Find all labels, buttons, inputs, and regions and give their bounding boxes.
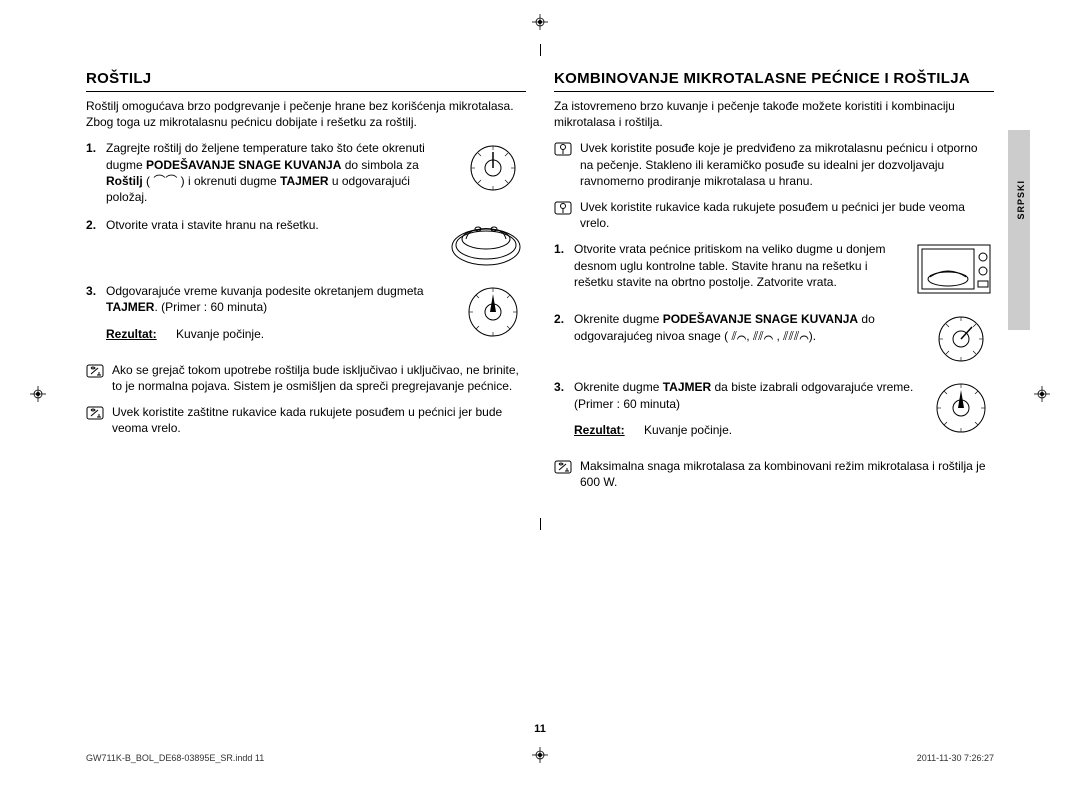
note-text: Uvek koristite zaštitne rukavice kada ru… <box>112 404 526 436</box>
step-text: Zagrejte roštilj do željene temperature … <box>106 140 450 205</box>
step-item: Otvorite vrata i stavite hranu na rešetk… <box>86 217 526 271</box>
step-item: Okrenite dugme TAJMER da biste izabrali … <box>554 379 994 438</box>
pan-illustration-icon <box>446 217 526 271</box>
result-text: Kuvanje počinje. <box>644 423 732 437</box>
footer: GW711K-B_BOL_DE68-03895E_SR.indd 11 2011… <box>86 753 994 763</box>
side-tab <box>1008 130 1030 330</box>
dial-illustration-icon <box>928 311 994 367</box>
center-divider-icon <box>540 44 541 56</box>
note-item: Uvek koristite posuđe koje je predviđeno… <box>554 140 994 189</box>
step-text: Otvorite vrata pećnice pritiskom na veli… <box>574 241 906 290</box>
steps-left: Zagrejte roštilj do željene temperature … <box>86 140 526 353</box>
oven-illustration-icon <box>916 241 994 299</box>
note-text: Maksimalna snaga mikrotalasa za kombinov… <box>580 458 994 490</box>
step-item: Odgovarajuće vreme kuvanja podesite okre… <box>86 283 526 342</box>
note-item: Ako se grejač tokom upotrebe roštilja bu… <box>86 362 526 394</box>
note-icon <box>86 364 104 378</box>
note-text: Ako se grejač tokom upotrebe roštilja bu… <box>112 362 526 394</box>
step-text: Okrenite dugme TAJMER da biste izabrali … <box>574 379 918 438</box>
intro-left: Roštilj omogućava brzo podgrevanje i peč… <box>86 98 526 130</box>
left-column: ROŠTILJ Roštilj omogućava brzo podgrevan… <box>86 70 526 717</box>
footer-left: GW711K-B_BOL_DE68-03895E_SR.indd 11 <box>86 753 264 763</box>
side-tab-label: SRPSKI <box>1016 180 1026 220</box>
dial-illustration-icon <box>460 140 526 196</box>
registration-mark-icon <box>30 386 46 402</box>
timer-illustration-icon <box>928 379 994 437</box>
right-column: KOMBINOVANJE MIKROTALASNE PEĆNICE I ROŠT… <box>554 70 994 717</box>
step-text: Odgovarajuće vreme kuvanja podesite okre… <box>106 283 450 342</box>
note-item: Uvek koristite zaštitne rukavice kada ru… <box>86 404 526 436</box>
result-text: Kuvanje počinje. <box>176 327 264 341</box>
caution-icon <box>554 142 572 156</box>
caution-icon <box>554 201 572 215</box>
steps-right: Otvorite vrata pećnice pritiskom na veli… <box>554 241 994 450</box>
note-item: Uvek koristite rukavice kada rukujete po… <box>554 199 994 231</box>
section-title-left: ROŠTILJ <box>86 70 526 92</box>
note-item: Maksimalna snaga mikrotalasa za kombinov… <box>554 458 994 490</box>
section-title-right: KOMBINOVANJE MIKROTALASNE PEĆNICE I ROŠT… <box>554 70 994 92</box>
step-item: Okrenite dugme PODEŠAVANJE SNAGE KUVANJA… <box>554 311 994 367</box>
registration-mark-icon <box>532 14 548 30</box>
timer-illustration-icon <box>460 283 526 341</box>
page-number: 11 <box>534 723 546 735</box>
step-item: Zagrejte roštilj do željene temperature … <box>86 140 526 205</box>
footer-right: 2011-11-30 7:26:27 <box>917 753 994 763</box>
result-label: Rezultat: <box>106 327 157 341</box>
step-text: Otvorite vrata i stavite hranu na rešetk… <box>106 217 436 233</box>
note-icon <box>86 406 104 420</box>
note-text: Uvek koristite posuđe koje je predviđeno… <box>580 140 994 189</box>
registration-mark-icon <box>1034 386 1050 402</box>
page-content: ROŠTILJ Roštilj omogućava brzo podgrevan… <box>86 70 994 717</box>
center-divider-icon <box>540 518 541 530</box>
step-text: Okrenite dugme PODEŠAVANJE SNAGE KUVANJA… <box>574 311 918 343</box>
result-label: Rezultat: <box>574 423 625 437</box>
step-item: Otvorite vrata pećnice pritiskom na veli… <box>554 241 994 299</box>
note-text: Uvek koristite rukavice kada rukujete po… <box>580 199 994 231</box>
note-icon <box>554 460 572 474</box>
intro-right: Za istovremeno brzo kuvanje i pečenje ta… <box>554 98 994 130</box>
